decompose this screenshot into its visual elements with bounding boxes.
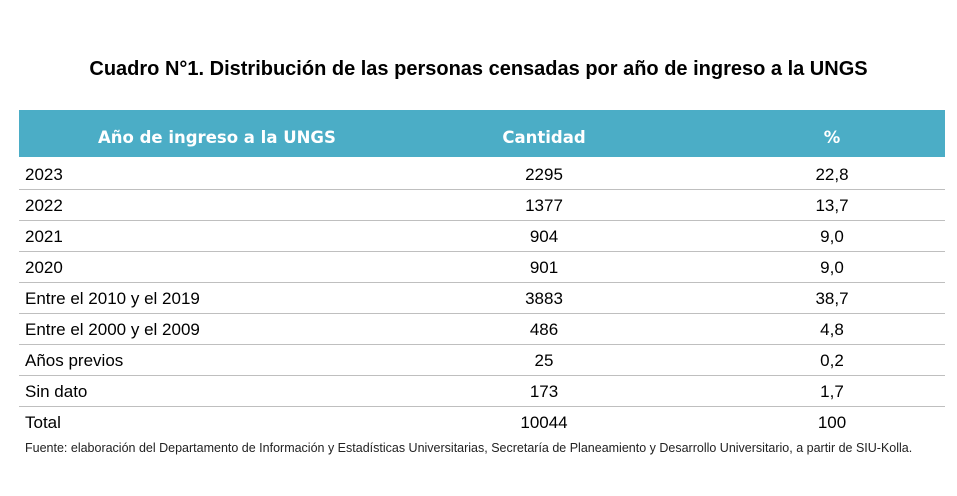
table-row: 2022 1377 13,7 [19, 189, 945, 221]
column-header-count: Cantidad [369, 110, 719, 159]
row-count: 1377 [369, 189, 719, 221]
row-percent: 13,7 [719, 189, 945, 221]
row-count: 173 [369, 375, 719, 407]
row-label: Sin dato [19, 375, 369, 407]
row-count: 486 [369, 313, 719, 345]
data-table: Año de ingreso a la UNGS Cantidad % 2023… [19, 110, 945, 437]
table-row: Años previos 25 0,2 [19, 344, 945, 376]
table-row: Entre el 2010 y el 2019 3883 38,7 [19, 282, 945, 314]
row-label: 2021 [19, 220, 369, 252]
column-header-year: Año de ingreso a la UNGS [19, 110, 369, 159]
row-percent: 0,2 [719, 344, 945, 376]
row-percent: 38,7 [719, 282, 945, 314]
row-percent: 1,7 [719, 375, 945, 407]
row-percent: 9,0 [719, 251, 945, 283]
row-label: Entre el 2000 y el 2009 [19, 313, 369, 345]
row-percent: 4,8 [719, 313, 945, 345]
table-title: Cuadro N°1. Distribución de las personas… [89, 58, 868, 80]
table-row: Entre el 2000 y el 2009 486 4,8 [19, 313, 945, 345]
row-label: Años previos [19, 344, 369, 376]
row-count: 904 [369, 220, 719, 252]
data-table-container: Año de ingreso a la UNGS Cantidad % 2023… [19, 110, 945, 437]
total-percent: 100 [817, 412, 847, 432]
table-body: 2023 2295 22,8 2022 1377 13,7 2021 904 9… [19, 158, 945, 437]
row-label: 2020 [19, 251, 369, 283]
table-header: Año de ingreso a la UNGS Cantidad % [19, 110, 945, 159]
total-label: Total [25, 412, 61, 432]
row-count: 3883 [369, 282, 719, 314]
total-count: 10044 [520, 412, 568, 432]
row-label: 2022 [19, 189, 369, 221]
table-row: 2021 904 9,0 [19, 220, 945, 252]
table-row: 2023 2295 22,8 [19, 158, 945, 190]
table-row-total: Total 10044 100 [19, 406, 945, 437]
row-count: 901 [369, 251, 719, 283]
source-note: Fuente: elaboración del Departamento de … [25, 441, 913, 455]
row-percent: 9,0 [719, 220, 945, 252]
row-percent: 22,8 [719, 158, 945, 190]
row-label: 2023 [19, 158, 369, 190]
table-row: Sin dato 173 1,7 [19, 375, 945, 407]
row-count: 2295 [369, 158, 719, 190]
table-header-row: Año de ingreso a la UNGS Cantidad % [19, 110, 945, 159]
column-header-percent: % [719, 110, 945, 159]
table-row: 2020 901 9,0 [19, 251, 945, 283]
row-count: 25 [369, 344, 719, 376]
row-label: Entre el 2010 y el 2019 [19, 282, 369, 314]
